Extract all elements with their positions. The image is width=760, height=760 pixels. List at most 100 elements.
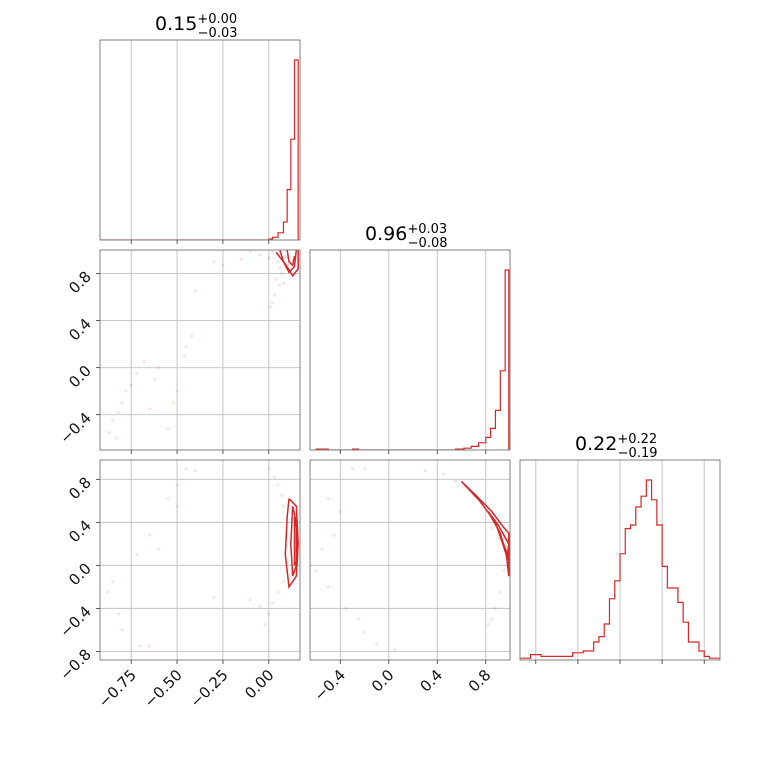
title-minus-error: −0.19: [618, 446, 658, 461]
title-value: 0.96: [365, 223, 407, 245]
y-tick-label: −0.4: [56, 602, 94, 640]
title-value: 0.15: [155, 13, 197, 35]
sample-point: [116, 612, 120, 616]
plot-area: [107, 250, 299, 440]
sample-point: [280, 493, 284, 498]
sample-point: [182, 354, 187, 358]
plot-area: [100, 59, 300, 240]
sample-point: [212, 596, 216, 600]
x-tick-label: −0.25: [186, 666, 231, 711]
sample-point: [314, 569, 318, 573]
sample-point: [124, 389, 128, 393]
sample-point: [270, 601, 275, 605]
y-tick-label: 0.0: [65, 362, 95, 392]
sample-point: [375, 642, 379, 646]
sample-point: [490, 526, 494, 530]
x-tick-label: −0.4: [311, 666, 349, 704]
sample-point: [350, 467, 355, 471]
histogram-step-line: [520, 479, 720, 660]
panel-title: 0.96+0.03 −0.08: [365, 222, 448, 251]
sample-point: [362, 630, 367, 634]
sample-point: [147, 407, 152, 411]
title-value: 0.22: [575, 433, 617, 455]
density-contour: [293, 516, 298, 566]
sample-point: [142, 360, 146, 364]
sample-point: [356, 617, 361, 621]
sample-point: [486, 622, 490, 627]
sample-point: [111, 418, 115, 423]
sample-point: [502, 569, 506, 573]
y-tick-label: 0.0: [65, 559, 95, 589]
plot-area: [105, 467, 299, 648]
sample-point: [283, 254, 287, 258]
sample-point: [270, 301, 275, 305]
sample-point: [281, 504, 286, 508]
sample-point: [221, 263, 225, 267]
density-contour: [279, 250, 298, 274]
title-minus-error: −0.03: [198, 26, 238, 41]
sample-point: [276, 590, 280, 594]
y-tick-label: −0.8: [56, 645, 94, 683]
sample-point: [157, 366, 161, 370]
histogram-step-line: [100, 59, 300, 240]
scatter-panel: −0.4 0.0 0.4 0.8: [309, 459, 511, 705]
sample-point: [175, 389, 179, 393]
density-contour: [284, 498, 299, 589]
y-tick-label: 0.8: [65, 473, 95, 503]
density-contour: [487, 511, 510, 561]
sample-point: [105, 590, 109, 594]
sample-point: [423, 469, 427, 473]
density-contour: [275, 250, 299, 278]
x-tick-label: 0.0: [368, 666, 398, 696]
sample-point: [129, 383, 133, 387]
title-minus-error: −0.08: [408, 236, 448, 251]
sample-point: [493, 606, 498, 610]
density-contour: [460, 480, 510, 577]
sample-point: [281, 579, 286, 584]
x-tick-label: −0.50: [141, 666, 186, 711]
sample-point: [272, 475, 276, 479]
plot-area: [315, 269, 510, 450]
x-tick-label: 0.00: [241, 666, 277, 702]
histogram-panel: 0.15+0.00 −0.03: [99, 12, 301, 244]
sample-point: [490, 617, 494, 621]
panel-frame: [99, 39, 301, 241]
sample-point: [114, 436, 119, 440]
histogram-panel: 0.96+0.03 −0.08: [309, 222, 511, 454]
y-tick-label: 0.4: [65, 315, 95, 345]
sample-point: [193, 289, 198, 293]
sample-point: [267, 467, 271, 471]
sample-point: [338, 510, 342, 514]
title-plus-error: +0.00: [197, 12, 237, 27]
sample-point: [344, 606, 348, 610]
sample-point: [147, 644, 152, 648]
sample-point: [267, 612, 271, 616]
plot-area: [314, 467, 510, 651]
sample-point: [362, 467, 367, 471]
panel-frame: [99, 459, 301, 661]
x-tick-label: 0.8: [465, 666, 495, 696]
sample-point: [111, 579, 115, 584]
sample-point: [270, 250, 275, 254]
sample-point: [116, 410, 120, 414]
panel-frame: [309, 249, 511, 451]
density-contour: [286, 250, 296, 267]
sample-point: [393, 647, 397, 651]
sample-point: [453, 479, 458, 484]
sample-point: [269, 304, 273, 309]
sample-point: [239, 257, 243, 262]
sample-point: [107, 430, 111, 434]
panel-frame: [99, 249, 301, 451]
sample-point: [157, 547, 161, 551]
sample-point: [171, 401, 175, 405]
sample-point: [248, 250, 253, 253]
title-plus-error: +0.03: [407, 222, 447, 237]
sample-point: [175, 504, 179, 508]
sample-point: [193, 469, 198, 473]
histogram-panel: 0.22+0.22 −0.19: [519, 432, 721, 664]
title-plus-error: +0.22: [617, 432, 657, 447]
sample-point: [332, 533, 336, 537]
sample-point: [135, 553, 139, 557]
y-tick-label: −0.4: [56, 409, 94, 447]
